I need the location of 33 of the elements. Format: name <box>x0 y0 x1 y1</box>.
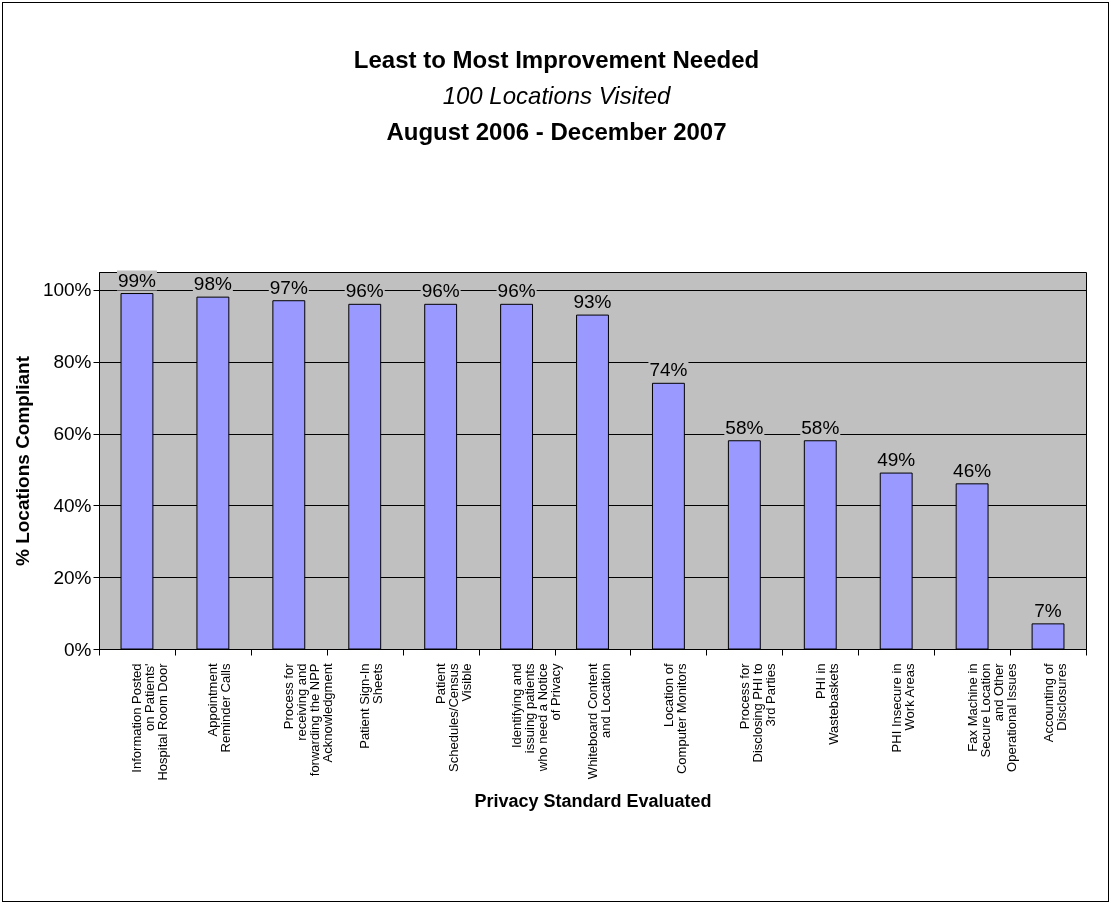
data-label: 98% <box>193 273 232 295</box>
x-tick-label: Patient Sign-In Sheets <box>357 663 386 749</box>
chart-subtitle: 100 Locations Visited <box>441 81 672 111</box>
data-label: 58% <box>801 416 840 438</box>
y-tick-label: 80% <box>53 351 92 373</box>
chart-title: Least to Most Improvement Needed <box>352 45 761 75</box>
y-tick-label: 40% <box>53 494 92 516</box>
data-label: 97% <box>269 276 308 298</box>
data-label: 49% <box>877 449 916 471</box>
data-label: 96% <box>497 280 536 302</box>
x-tick-label: Information Posted on Patients' Hospital Room Door <box>129 662 171 781</box>
data-label: 7% <box>1034 599 1062 621</box>
x-tick-label: PHI in Wastebaskets <box>812 663 841 745</box>
x-tick-label: Fax Machine in Secure Location and Other Operational Issues <box>964 662 1019 772</box>
y-tick-label: 0% <box>64 638 92 660</box>
x-tick-label: PHI Insecure in Work Areas <box>888 663 917 753</box>
data-label: 99% <box>117 269 157 291</box>
x-tick-label: Identifying and issuing patients who need a Notice of Privacy <box>509 663 564 773</box>
y-tick-label: 60% <box>53 423 92 445</box>
x-tick-label: Process for Disclosing PHI to 3rd Parties <box>736 662 778 763</box>
y-tick-label: 100% <box>42 279 92 301</box>
x-tick-label: Patient Schedules/Census Visible <box>433 663 475 772</box>
data-label: 74% <box>649 359 688 381</box>
data-label: 93% <box>573 291 612 313</box>
data-label: 46% <box>953 459 992 481</box>
data-label: 96% <box>421 280 460 302</box>
x-tick-label: Process for receiving and forwarding the NPP Acknowledgment <box>281 662 336 777</box>
y-tick-label: 20% <box>53 566 92 588</box>
data-label: 58% <box>725 416 764 438</box>
data-label: 96% <box>345 280 384 302</box>
text: August 2006 - December 2007 <box>385 117 728 147</box>
y-axis-title: % Locations Compliant <box>11 355 33 567</box>
x-axis-title: Privacy Standard Evaluated <box>474 790 712 811</box>
